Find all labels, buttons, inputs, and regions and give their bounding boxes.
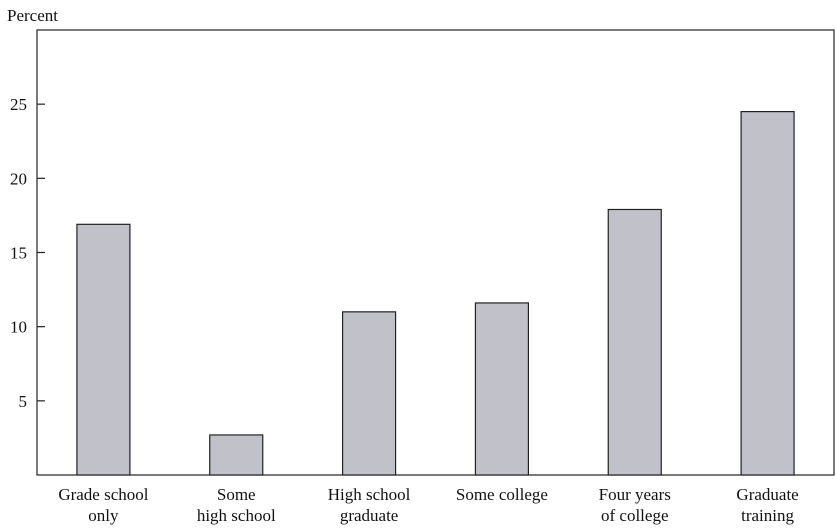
bar bbox=[76, 223, 131, 476]
category-label: graduate bbox=[340, 506, 399, 525]
y-axis-ticks: 5 10 15 20 25 bbox=[10, 95, 45, 411]
category-label: Grade school bbox=[58, 485, 148, 504]
category-label: training bbox=[741, 506, 794, 525]
plot-frame bbox=[36, 29, 835, 476]
category-labels: Grade school only Some high school High scho… bbox=[58, 485, 798, 525]
category-label: only bbox=[88, 506, 119, 525]
y-tick-label: 20 bbox=[10, 169, 27, 188]
y-tick-label: 10 bbox=[10, 318, 27, 337]
category-label: High school bbox=[328, 485, 411, 504]
category-label: Some bbox=[217, 485, 256, 504]
bar bbox=[209, 434, 264, 476]
bar bbox=[607, 208, 662, 476]
bar bbox=[474, 302, 530, 476]
category-label: Graduate bbox=[736, 485, 798, 504]
bars bbox=[76, 110, 795, 476]
y-tick-label: 5 bbox=[19, 392, 28, 411]
category-label: Four years bbox=[599, 485, 671, 504]
y-tick-label: 15 bbox=[10, 244, 27, 263]
bar bbox=[740, 110, 795, 476]
y-axis-label: Percent bbox=[7, 6, 58, 25]
category-label: Some college bbox=[456, 485, 548, 504]
y-tick-label: 25 bbox=[10, 95, 27, 114]
bar bbox=[341, 311, 397, 476]
category-label: high school bbox=[197, 506, 276, 525]
category-label: of college bbox=[601, 506, 669, 525]
